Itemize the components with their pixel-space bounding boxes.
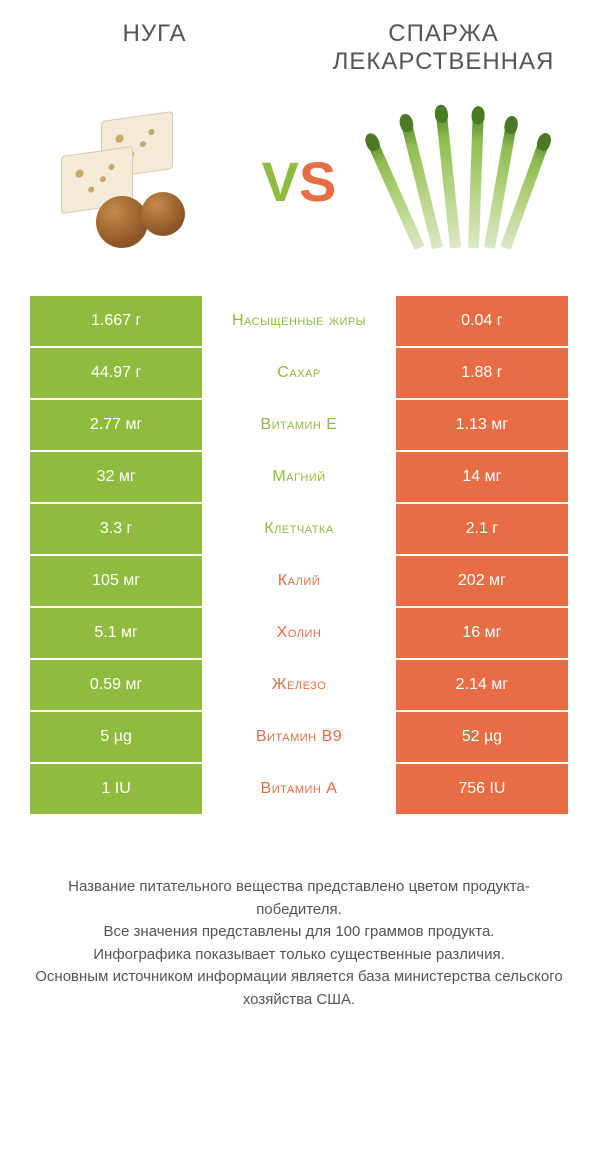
- table-row: 1 IUВитамин A756 IU: [30, 764, 568, 816]
- nutrient-label: Сахар: [204, 348, 393, 398]
- value-left: 105 мг: [30, 556, 204, 606]
- product-right-title: СПАРЖА ЛЕКАРСТВЕННАЯ: [299, 20, 588, 76]
- nutrient-label: Витамин E: [204, 400, 393, 450]
- value-left: 5 µg: [30, 712, 204, 762]
- footer-line: Название питательного вещества представл…: [30, 876, 568, 921]
- nutrient-label: Железо: [204, 660, 393, 710]
- value-right: 16 мг: [394, 608, 568, 658]
- nutrient-label: Клетчатка: [204, 504, 393, 554]
- product-left-title: НУГА: [10, 20, 299, 76]
- value-right: 2.1 г: [394, 504, 568, 554]
- nutrient-label: Холин: [204, 608, 393, 658]
- table-row: 5 µgВитамин B952 µg: [30, 712, 568, 764]
- nutrient-label: Витамин B9: [204, 712, 393, 762]
- table-row: 105 мгКалий202 мг: [30, 556, 568, 608]
- value-left: 44.97 г: [30, 348, 204, 398]
- footer-notes: Название питательного вещества представл…: [0, 816, 598, 1031]
- nutrient-label: Калий: [204, 556, 393, 606]
- table-row: 3.3 гКлетчатка2.1 г: [30, 504, 568, 556]
- comparison-table: 1.667 гНасыщенные жиры0.04 г44.97 гСахар…: [0, 296, 598, 816]
- value-left: 32 мг: [30, 452, 204, 502]
- table-row: 5.1 мгХолин16 мг: [30, 608, 568, 660]
- nutrient-label: Магний: [204, 452, 393, 502]
- table-row: 1.667 гНасыщенные жиры0.04 г: [30, 296, 568, 348]
- footer-line: Инфографика показывает только существенн…: [30, 944, 568, 967]
- footer-line: Все значения представлены для 100 граммо…: [30, 921, 568, 944]
- value-left: 3.3 г: [30, 504, 204, 554]
- value-right: 14 мг: [394, 452, 568, 502]
- table-row: 32 мгМагний14 мг: [30, 452, 568, 504]
- table-row: 44.97 гСахар1.88 г: [30, 348, 568, 400]
- value-right: 2.14 мг: [394, 660, 568, 710]
- value-right: 1.88 г: [394, 348, 568, 398]
- nougat-image: [51, 96, 221, 266]
- table-row: 2.77 мгВитамин E1.13 мг: [30, 400, 568, 452]
- value-right: 756 IU: [394, 764, 568, 814]
- value-right: 52 µg: [394, 712, 568, 762]
- value-left: 1.667 г: [30, 296, 204, 346]
- value-left: 1 IU: [30, 764, 204, 814]
- value-right: 202 мг: [394, 556, 568, 606]
- table-row: 0.59 мгЖелезо2.14 мг: [30, 660, 568, 712]
- vs-label: VS: [262, 149, 337, 214]
- vs-s: S: [299, 150, 336, 213]
- footer-line: Основным источником информации является …: [30, 966, 568, 1011]
- value-right: 1.13 мг: [394, 400, 568, 450]
- nutrient-label: Насыщенные жиры: [204, 296, 393, 346]
- value-right: 0.04 г: [394, 296, 568, 346]
- header: НУГА СПАРЖА ЛЕКАРСТВЕННАЯ: [0, 0, 598, 86]
- value-left: 0.59 мг: [30, 660, 204, 710]
- nutrient-label: Витамин A: [204, 764, 393, 814]
- value-left: 2.77 мг: [30, 400, 204, 450]
- value-left: 5.1 мг: [30, 608, 204, 658]
- vs-v: V: [262, 150, 299, 213]
- hero: VS: [0, 86, 598, 296]
- asparagus-image: [377, 96, 547, 266]
